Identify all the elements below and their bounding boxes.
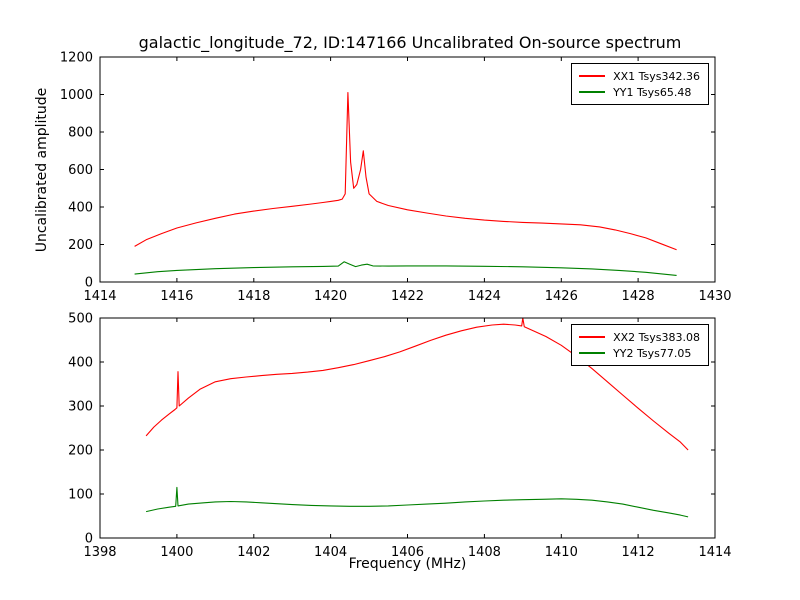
x-tick-label: 1414 bbox=[698, 545, 731, 560]
y-tick-label: 600 bbox=[68, 163, 93, 178]
y-tick-label: 800 bbox=[68, 126, 93, 141]
legend-label: YY1 Tsys65.48 bbox=[613, 85, 692, 99]
legend-item: XX1 Tsys342.36 bbox=[579, 68, 700, 84]
x-tick-label: 1424 bbox=[468, 289, 501, 304]
y-tick-label: 200 bbox=[68, 238, 93, 253]
x-tick-label: 1428 bbox=[622, 289, 655, 304]
legend-item: YY1 Tsys65.48 bbox=[579, 84, 700, 100]
y-tick-label: 500 bbox=[68, 312, 93, 327]
y-tick-label: 400 bbox=[68, 201, 93, 216]
legend-line-swatch bbox=[579, 352, 606, 354]
legend-line-swatch bbox=[579, 91, 606, 93]
x-tick-label: 1404 bbox=[314, 545, 347, 560]
x-tick-label: 1402 bbox=[237, 545, 270, 560]
yy1-series-line bbox=[134, 261, 677, 276]
figure-title: galactic_longitude_72, ID:147166 Uncalib… bbox=[138, 33, 682, 52]
x-tick-label: 1412 bbox=[622, 545, 655, 560]
y-tick-label: 1200 bbox=[60, 51, 93, 66]
yy2-series-line bbox=[145, 486, 689, 518]
x-tick-label: 1426 bbox=[545, 289, 578, 304]
legend-item: XX2 Tsys383.08 bbox=[579, 329, 700, 345]
x-tick-label: 1408 bbox=[468, 545, 501, 560]
x-tick-label: 1420 bbox=[314, 289, 347, 304]
x-tick-label: 1414 bbox=[83, 289, 116, 304]
legend-label: YY2 Tsys77.05 bbox=[613, 346, 692, 360]
y-tick-label: 200 bbox=[68, 444, 93, 459]
y-tick-label: 100 bbox=[68, 488, 93, 503]
legend-item: YY2 Tsys77.05 bbox=[579, 345, 700, 361]
x-axis-label: Frequency (MHz) bbox=[348, 556, 467, 572]
x-tick-label: 1398 bbox=[83, 545, 116, 560]
legend-label: XX1 Tsys342.36 bbox=[613, 69, 700, 83]
x-tick-label: 1410 bbox=[545, 545, 578, 560]
top-plot-legend: XX1 Tsys342.36 YY1 Tsys65.48 bbox=[571, 63, 709, 105]
x-tick-label: 1418 bbox=[237, 289, 270, 304]
legend-line-swatch bbox=[579, 336, 606, 338]
y-tick-label: 400 bbox=[68, 356, 93, 371]
legend-line-swatch bbox=[579, 75, 606, 77]
x-tick-label: 1400 bbox=[160, 545, 193, 560]
x-tick-label: 1430 bbox=[698, 289, 731, 304]
y-tick-label: 0 bbox=[85, 276, 93, 291]
x-tick-label: 1422 bbox=[391, 289, 424, 304]
y-tick-label: 0 bbox=[85, 532, 93, 547]
y-tick-label: 300 bbox=[68, 400, 93, 415]
legend-label: XX2 Tsys383.08 bbox=[613, 330, 700, 344]
xx1-series-line bbox=[134, 92, 677, 251]
x-tick-label: 1406 bbox=[391, 545, 424, 560]
bottom-plot-legend: XX2 Tsys383.08 YY2 Tsys77.05 bbox=[571, 324, 709, 366]
y-tick-label: 1000 bbox=[60, 88, 93, 103]
x-tick-label: 1416 bbox=[160, 289, 193, 304]
